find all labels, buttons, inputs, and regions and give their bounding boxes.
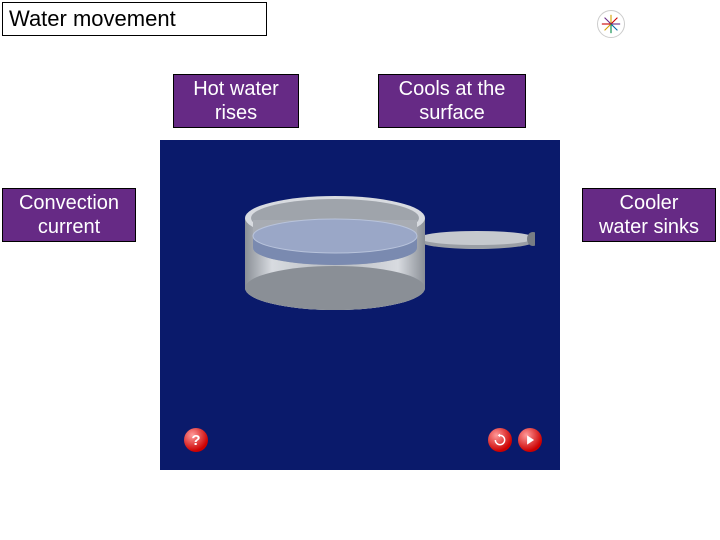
help-button[interactable]: ? bbox=[184, 428, 208, 452]
play-icon bbox=[523, 433, 537, 447]
reset-icon bbox=[493, 433, 507, 447]
label-text: Cools at thesurface bbox=[399, 77, 506, 125]
label-text: Coolerwater sinks bbox=[599, 191, 699, 239]
play-button[interactable] bbox=[518, 428, 542, 452]
page-title: Water movement bbox=[9, 6, 176, 32]
label-hot-water-rises: Hot waterrises bbox=[173, 74, 299, 128]
question-icon: ? bbox=[191, 432, 200, 449]
label-text: Convectioncurrent bbox=[19, 191, 119, 239]
reset-button[interactable] bbox=[488, 428, 512, 452]
pan-handle bbox=[419, 231, 535, 249]
label-cooler-water-sinks: Coolerwater sinks bbox=[582, 188, 716, 242]
logo-icon bbox=[597, 10, 625, 38]
saucepan-graphic bbox=[215, 188, 535, 308]
label-text: Hot waterrises bbox=[193, 77, 279, 125]
simulation-panel: ? bbox=[160, 140, 560, 470]
pan-water bbox=[253, 219, 417, 265]
label-convection-current: Convectioncurrent bbox=[2, 188, 136, 242]
title-bar: Water movement bbox=[2, 2, 267, 36]
label-cools-at-surface: Cools at thesurface bbox=[378, 74, 526, 128]
